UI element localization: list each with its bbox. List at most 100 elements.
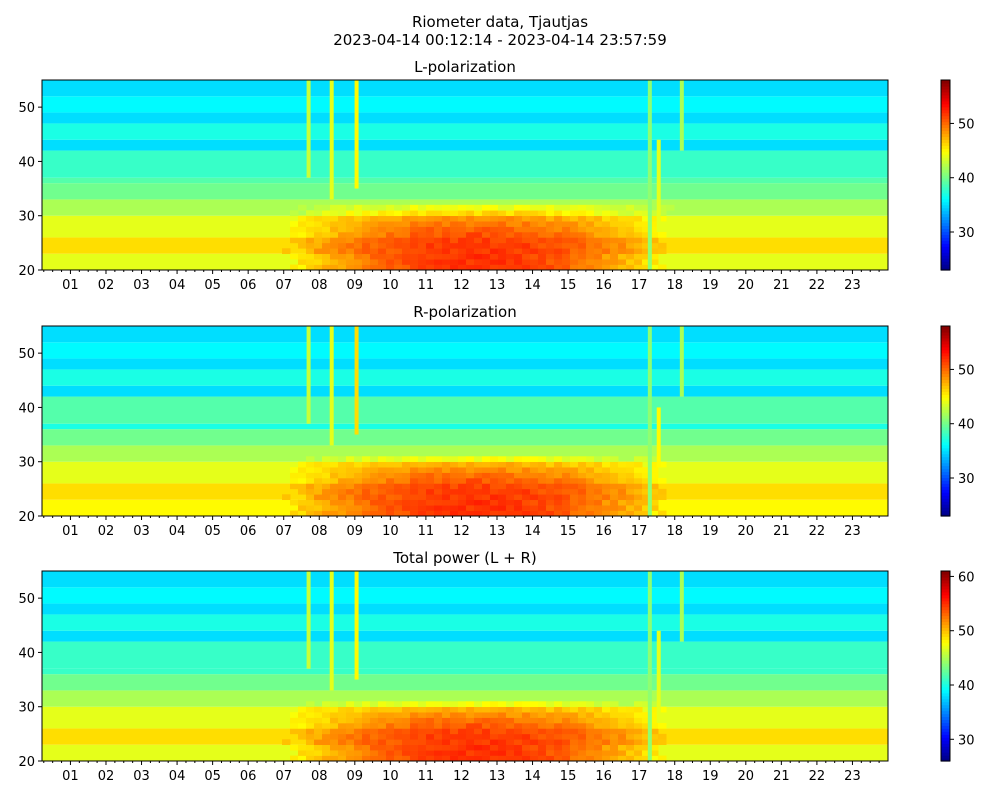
heat-cell bbox=[418, 750, 427, 756]
heat-cell bbox=[610, 248, 619, 255]
heat-cell bbox=[578, 488, 587, 495]
heat-cell bbox=[418, 712, 427, 718]
colorbar-segment bbox=[941, 115, 950, 120]
heat-cell bbox=[362, 728, 371, 735]
heat-cell bbox=[394, 712, 403, 718]
heat-cell bbox=[378, 712, 387, 718]
colorbar-segment bbox=[941, 352, 950, 357]
heat-cell bbox=[466, 510, 475, 517]
heat-cell bbox=[298, 467, 307, 473]
heat-cell bbox=[658, 494, 667, 501]
heat-cell bbox=[466, 242, 475, 249]
heat-cell bbox=[410, 494, 419, 501]
colorbar-segment bbox=[941, 504, 950, 508]
heat-cell bbox=[554, 744, 563, 751]
heat-cell bbox=[626, 723, 635, 729]
heat-cell bbox=[610, 204, 619, 211]
heat-cell bbox=[442, 723, 451, 729]
heat-cell bbox=[362, 204, 371, 211]
heat-cell bbox=[418, 204, 427, 211]
colorbar-segment bbox=[941, 201, 950, 206]
heat-cell bbox=[450, 478, 459, 484]
heat-cell bbox=[378, 204, 387, 211]
heat-cell bbox=[426, 739, 435, 746]
heat-cell bbox=[354, 499, 363, 506]
heat-cell bbox=[290, 221, 299, 227]
heat-cell bbox=[322, 505, 331, 511]
heat-cell bbox=[450, 483, 459, 490]
heat-cell bbox=[386, 204, 395, 211]
heat-cell bbox=[466, 733, 475, 740]
heat-cell bbox=[618, 215, 627, 222]
heat-cell bbox=[554, 467, 563, 473]
heat-cell bbox=[482, 478, 491, 484]
band-3 bbox=[42, 690, 888, 707]
heat-cell bbox=[378, 221, 387, 227]
colorbar-segment bbox=[941, 106, 950, 111]
heat-cell bbox=[354, 706, 363, 713]
heat-cell bbox=[386, 723, 395, 729]
axes-frame bbox=[41, 79, 889, 271]
colorbar-segment bbox=[941, 719, 950, 724]
colorbar-segment bbox=[941, 240, 950, 244]
heat-cell bbox=[346, 488, 355, 495]
x-tick-label: 06 bbox=[240, 524, 257, 539]
heat-cell bbox=[482, 728, 491, 735]
y-tick-label: 50 bbox=[18, 347, 35, 362]
colorbar-segment bbox=[941, 633, 950, 637]
heat-cell bbox=[346, 733, 355, 740]
heat-cell bbox=[386, 210, 395, 217]
x-tick-label: 04 bbox=[169, 769, 186, 784]
band-11 bbox=[42, 571, 888, 588]
heat-cell bbox=[426, 259, 435, 265]
heat-cell bbox=[338, 215, 347, 222]
colorbar-segment bbox=[941, 355, 950, 360]
heat-cell bbox=[514, 456, 523, 463]
heat-cell bbox=[434, 717, 443, 724]
x-tick-label: 19 bbox=[702, 524, 719, 539]
heat-cell bbox=[370, 478, 379, 484]
heat-cell bbox=[418, 717, 427, 724]
colorbar-segment bbox=[941, 734, 950, 738]
heat-cell bbox=[618, 248, 627, 255]
heat-cell bbox=[554, 210, 563, 217]
heat-cell bbox=[618, 744, 627, 751]
heat-cell bbox=[530, 259, 539, 265]
heat-cell bbox=[378, 505, 387, 511]
heat-cell bbox=[450, 488, 459, 495]
heat-cell bbox=[314, 750, 323, 756]
heat-cell bbox=[402, 237, 411, 244]
heat-cell bbox=[378, 750, 387, 756]
heat-cell bbox=[642, 242, 651, 249]
heat-cell bbox=[538, 461, 547, 468]
heat-cell bbox=[530, 461, 539, 468]
heat-cell bbox=[386, 259, 395, 265]
colorbar-segment bbox=[941, 588, 950, 593]
heat-cell bbox=[522, 478, 531, 484]
heat-cell bbox=[570, 467, 579, 473]
heat-cell bbox=[634, 456, 643, 463]
heat-cell bbox=[586, 210, 595, 217]
spike-1 bbox=[329, 326, 334, 446]
heat-cell bbox=[618, 750, 627, 756]
heat-cell bbox=[346, 478, 355, 484]
y-tick-label: 30 bbox=[18, 456, 35, 471]
heat-cell bbox=[578, 723, 587, 729]
heat-cell bbox=[602, 237, 611, 244]
heat-cell bbox=[346, 717, 355, 724]
colorbar-frame bbox=[940, 570, 951, 762]
heat-cell bbox=[426, 242, 435, 249]
heat-cell bbox=[426, 750, 435, 756]
heat-cell bbox=[546, 478, 555, 484]
heat-cell bbox=[514, 204, 523, 211]
heat-cell bbox=[586, 733, 595, 740]
colorbar-segment bbox=[941, 91, 950, 96]
heat-cell bbox=[386, 488, 395, 495]
heat-cell bbox=[498, 755, 507, 762]
heat-cell bbox=[586, 221, 595, 227]
heat-cell bbox=[426, 717, 435, 724]
heat-cell bbox=[418, 488, 427, 495]
heat-cell bbox=[522, 461, 531, 468]
heat-cell bbox=[306, 706, 315, 713]
